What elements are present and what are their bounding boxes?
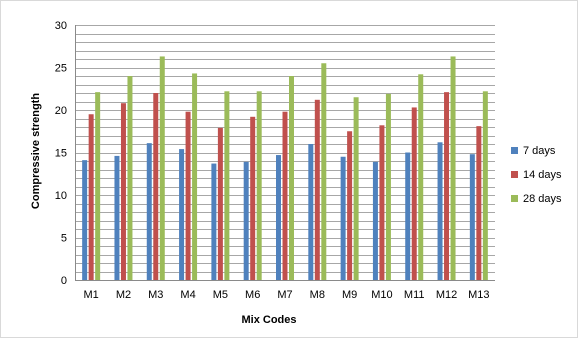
x-tick-label: M10: [371, 289, 392, 301]
x-tick-label: M1: [84, 289, 99, 301]
bar-7-days-M10: [372, 161, 378, 280]
bar-28-days-M3: [159, 56, 165, 281]
x-tick-label: M8: [310, 289, 325, 301]
bar-14-days-M4: [185, 111, 191, 280]
y-tick-label: 5: [61, 233, 67, 245]
axes: [75, 25, 495, 281]
y-tick-label: 25: [55, 63, 67, 75]
bar-14-days-M1: [88, 114, 94, 280]
bars: [82, 56, 488, 281]
bar-7-days-M8: [308, 144, 314, 280]
bar-28-days-M13: [482, 91, 488, 280]
bar-28-days-M12: [450, 56, 456, 281]
bar-7-days-M3: [146, 143, 152, 280]
y-tick-label: 0: [61, 275, 67, 287]
x-tick-label: M13: [468, 289, 489, 301]
bar-28-days-M2: [127, 76, 133, 280]
x-axis-title: Mix Codes: [241, 314, 296, 326]
x-tick-label: M3: [148, 289, 163, 301]
tick-labels: 0 5 10 15 20 25 30 M1 M2 M3 M4 M5 M6 M7 M8 M9 M10 M11 M12 M…: [55, 20, 490, 301]
x-tick-label: M7: [277, 289, 292, 301]
y-tick-label: 20: [55, 105, 67, 117]
bar-7-days-M6: [243, 161, 249, 280]
bar-28-days-M6: [256, 91, 262, 280]
legend-swatch: [511, 195, 518, 202]
legend-swatch: [511, 147, 518, 154]
bar-7-days-M12: [437, 142, 443, 280]
y-axis-title: Compressive strength: [30, 93, 42, 209]
y-tick-label: 30: [55, 20, 67, 32]
bar-28-days-M11: [418, 74, 424, 280]
bar-14-days-M2: [120, 103, 126, 280]
bar-28-days-M10: [385, 93, 391, 280]
bar-7-days-M5: [211, 163, 217, 280]
legend-swatch: [511, 171, 518, 178]
x-tick-label: M2: [116, 289, 131, 301]
bar-7-days-M1: [82, 160, 88, 280]
bar-28-days-M8: [321, 63, 327, 280]
bar-chart: 0 5 10 15 20 25 30 M1 M2 M3 M4 M5 M6 M7 M8 M9 M10 M11 M12 M…: [30, 20, 562, 326]
bar-28-days-M9: [353, 97, 359, 280]
bar-14-days-M7: [282, 111, 288, 280]
legend: 7 days 14 days 28 days: [511, 145, 562, 205]
bar-7-days-M13: [469, 154, 475, 280]
legend-label: 14 days: [523, 169, 562, 181]
x-tick-label: M6: [245, 289, 260, 301]
bar-14-days-M5: [217, 127, 223, 280]
bar-14-days-M3: [153, 93, 159, 280]
bar-28-days-M7: [289, 76, 294, 280]
bar-7-days-M4: [179, 149, 185, 280]
bar-7-days-M2: [114, 155, 120, 280]
bar-28-days-M1: [95, 92, 101, 281]
x-tick-label: M9: [342, 289, 357, 301]
bar-7-days-M11: [405, 152, 411, 280]
legend-label: 28 days: [523, 193, 562, 205]
bar-14-days-M13: [476, 126, 482, 281]
bar-14-days-M11: [411, 107, 417, 280]
bar-14-days-M12: [444, 92, 450, 281]
bar-14-days-M8: [314, 99, 320, 280]
bar-28-days-M5: [224, 91, 230, 280]
y-tick-label: 15: [55, 148, 67, 160]
x-tick-label: M12: [436, 289, 457, 301]
bar-7-days-M9: [340, 156, 346, 280]
legend-label: 7 days: [523, 145, 556, 157]
x-tick-label: M11: [404, 289, 425, 301]
x-tick-label: M5: [213, 289, 228, 301]
bar-14-days-M6: [250, 116, 256, 280]
x-tick-label: M4: [180, 289, 195, 301]
bar-7-days-M7: [276, 155, 281, 280]
bar-14-days-M9: [347, 131, 353, 280]
y-tick-label: 10: [55, 190, 67, 202]
bar-28-days-M4: [192, 73, 198, 280]
bar-14-days-M10: [379, 125, 385, 280]
